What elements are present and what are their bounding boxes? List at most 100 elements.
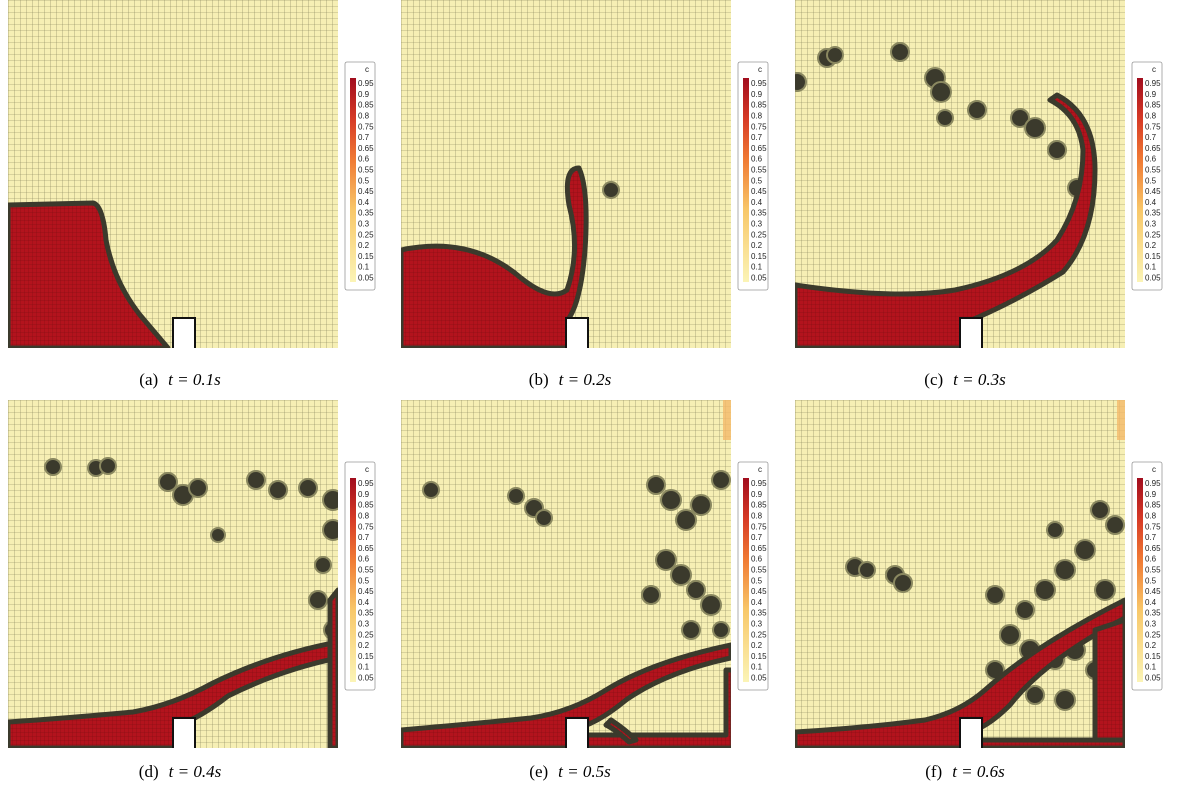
colorbar-tick-label: 0.4 [358,598,370,607]
colorbar-tick-label: 0.65 [358,144,374,153]
caption-label: (d) [139,762,159,781]
colorbar-tick-label: 0.95 [751,79,767,88]
colorbar-tick-label: 0.45 [1145,187,1161,196]
colorbar-tick-label: 0.6 [1145,155,1157,164]
droplet [1000,625,1020,645]
colorbar-tick-label: 0.85 [751,501,767,510]
colorbar-tick-label: 0.6 [1145,555,1157,564]
colorbar-tick-label: 0.15 [751,252,767,261]
colorbar-tick-label: 0.05 [1145,674,1161,683]
droplet [712,471,730,489]
colorbar-tick-label: 0.9 [358,90,370,99]
colorbar-title: c [365,465,369,474]
colorbar-tick-label: 0.35 [358,609,374,618]
colorbar-tick-label: 0.9 [751,90,763,99]
colorbar-tick-label: 0.15 [358,252,374,261]
droplet [691,495,711,515]
droplet [656,550,676,570]
colorbar-title: c [758,465,762,474]
colorbar-gradient [1137,78,1143,282]
droplet [891,43,909,61]
field [788,0,1125,350]
colorbar-tick-label: 0.45 [358,587,374,596]
droplet [1026,686,1044,704]
caption: (c)t = 0.3s [924,370,1006,389]
panel: c0.950.90.850.80.750.70.650.60.550.50.45… [795,400,1162,781]
colorbar-tick-label: 0.15 [1145,252,1161,261]
droplet [269,481,287,499]
colorbar-tick-label: 0.75 [1145,122,1161,131]
colorbar-tick-label: 0.55 [751,166,767,175]
fluid [330,590,338,748]
colorbar-tick-label: 0.3 [1145,620,1157,629]
colorbar-tick-label: 0.15 [751,652,767,661]
colorbar-tick-label: 0.65 [1145,144,1161,153]
obstacle [173,718,195,750]
colorbar-tick-label: 0.65 [751,144,767,153]
colorbar-tick-label: 0.5 [358,176,370,185]
colorbar-tick-label: 0.75 [1145,522,1161,531]
colorbar-tick-label: 0.15 [358,652,374,661]
droplet [508,488,524,504]
colorbar-tick-label: 0.3 [358,620,370,629]
caption: (d) t = 0.4s [139,762,222,781]
field [401,400,733,750]
colorbar-tick-label: 0.7 [751,533,763,542]
droplet [100,458,116,474]
colorbar-tick-label: 0.75 [751,122,767,131]
colorbar-tick-label: 0.7 [751,133,763,142]
colorbar-tick-label: 0.6 [751,155,763,164]
colorbar-tick-label: 0.35 [751,209,767,218]
colorbar-tick-label: 0.05 [751,674,767,683]
droplet [189,479,207,497]
page: {"colorbar": {"title": "c", "ticks": ["0… [0,0,1177,802]
colorbar-gradient [350,478,356,682]
droplet [315,557,331,573]
colorbar-tick-label: 0.1 [1145,663,1157,672]
droplet [676,510,696,530]
colorbar-tick-label: 0.45 [358,187,374,196]
colorbar-tick-label: 0.95 [358,479,374,488]
droplet [603,182,619,198]
caption-label: (c) [924,370,943,389]
colorbar-tick-label: 0.55 [358,166,374,175]
colorbar-tick-label: 0.6 [358,155,370,164]
colorbar-tick-label: 0.9 [1145,90,1157,99]
obstacle [960,318,982,350]
droplet [45,459,61,475]
colorbar-tick-label: 0.25 [358,630,374,639]
droplet [247,471,265,489]
colorbar-title: c [1152,65,1156,74]
colorbar: c0.950.90.850.80.750.70.650.60.550.50.45… [345,62,375,290]
mesh-tint [723,400,731,440]
caption-text: t = 0.4s [169,762,222,781]
colorbar-tick-label: 0.65 [1145,544,1161,553]
droplet [1106,516,1124,534]
fluid [1095,620,1125,748]
panel: c0.950.90.850.80.750.70.650.60.550.50.45… [401,0,768,389]
droplet [1055,690,1075,710]
panel: c0.950.90.850.80.750.70.650.60.550.50.45… [401,400,768,781]
colorbar-tick-label: 0.1 [358,263,370,272]
droplet [1047,522,1063,538]
colorbar-tick-label: 0.95 [751,479,767,488]
colorbar-tick-label: 0.6 [358,555,370,564]
colorbar-tick-label: 0.05 [751,274,767,283]
colorbar-tick-label: 0.5 [1145,576,1157,585]
droplet [986,586,1004,604]
droplet [1075,540,1095,560]
droplet [1048,141,1066,159]
caption-text: t = 0.1s [168,370,221,389]
caption: (b)t = 0.2s [529,370,612,389]
colorbar-tick-label: 0.2 [751,241,763,250]
colorbar-tick-label: 0.9 [751,490,763,499]
colorbar-tick-label: 0.35 [1145,209,1161,218]
field [795,400,1125,750]
caption: (a)t = 0.1s [139,370,221,389]
field [8,400,343,750]
droplet [1016,601,1034,619]
colorbar-tick-label: 0.8 [358,512,370,521]
colorbar-title: c [1152,465,1156,474]
droplet [931,82,951,102]
colorbar-tick-label: 0.8 [1145,112,1157,121]
